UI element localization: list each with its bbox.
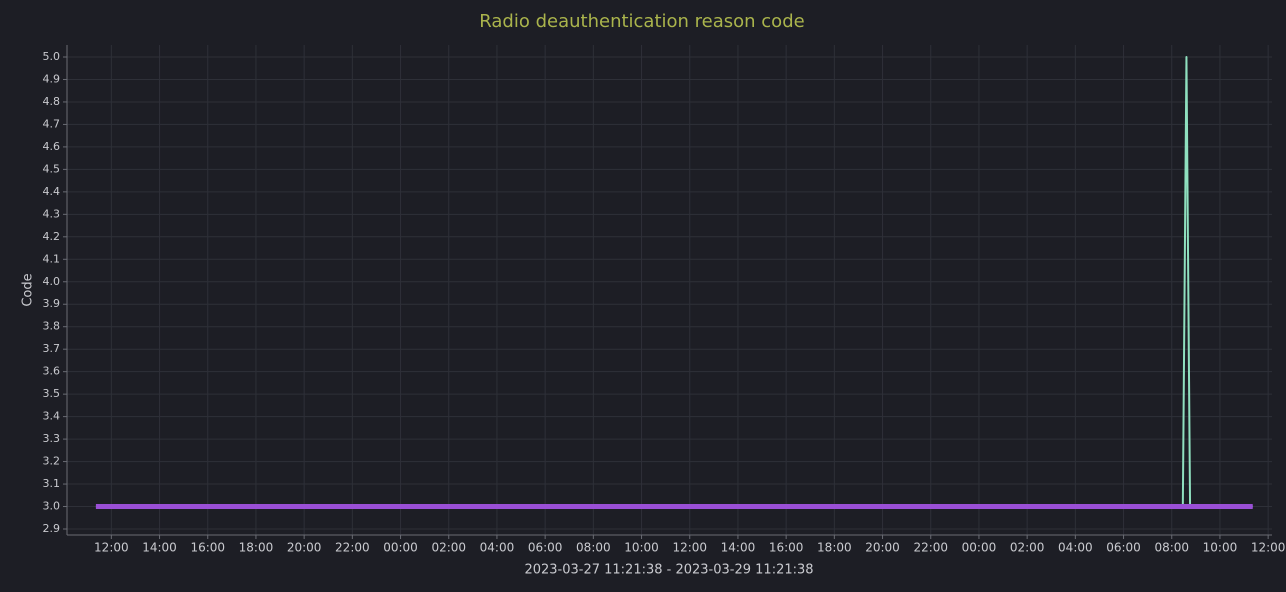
y-tick-label: 5.0 bbox=[43, 50, 61, 63]
x-tick-label: 02:00 bbox=[431, 541, 466, 555]
x-tick-label: 22:00 bbox=[335, 541, 370, 555]
y-tick-label: 3.6 bbox=[43, 365, 61, 378]
x-tick-label: 04:00 bbox=[480, 541, 515, 555]
x-tick-label: 06:00 bbox=[528, 541, 563, 555]
x-tick-label: 00:00 bbox=[383, 541, 418, 555]
x-tick-label: 10:00 bbox=[1203, 541, 1238, 555]
y-tick-label: 4.2 bbox=[43, 230, 61, 243]
y-tick-label: 4.8 bbox=[43, 95, 61, 108]
y-tick-label: 4.3 bbox=[43, 207, 61, 220]
y-tick-label: 4.6 bbox=[43, 140, 61, 153]
x-tick-label: 22:00 bbox=[913, 541, 948, 555]
chart-title: Radio deauthentication reason code bbox=[479, 11, 804, 32]
y-tick-label: 3.3 bbox=[43, 432, 61, 445]
y-tick-label: 3.0 bbox=[43, 500, 61, 513]
x-tick-label: 12:00 bbox=[94, 541, 129, 555]
y-tick-label: 4.4 bbox=[43, 185, 61, 198]
y-tick-label: 3.5 bbox=[43, 387, 61, 400]
y-tick-label: 3.9 bbox=[43, 297, 61, 310]
y-tick-label: 4.7 bbox=[43, 117, 61, 130]
y-tick-label: 3.8 bbox=[43, 320, 61, 333]
y-axis-label: Code bbox=[21, 273, 36, 306]
y-tick-label: 3.1 bbox=[43, 477, 61, 490]
y-tick-label: 3.2 bbox=[43, 455, 61, 468]
y-tick-label: 3.7 bbox=[43, 342, 61, 355]
x-tick-label: 20:00 bbox=[287, 541, 322, 555]
y-tick-label: 3.4 bbox=[43, 410, 61, 423]
x-tick-label: 08:00 bbox=[576, 541, 611, 555]
x-tick-label: 02:00 bbox=[1010, 541, 1045, 555]
x-axis-label: 2023-03-27 11:21:38 - 2023-03-29 11:21:3… bbox=[524, 563, 813, 578]
x-tick-label: 10:00 bbox=[624, 541, 659, 555]
x-tick-label: 00:00 bbox=[962, 541, 997, 555]
x-tick-label: 04:00 bbox=[1058, 541, 1093, 555]
x-tick-label: 20:00 bbox=[865, 541, 900, 555]
x-tick-label: 08:00 bbox=[1154, 541, 1189, 555]
x-tick-label: 14:00 bbox=[721, 541, 756, 555]
x-tick-label: 18:00 bbox=[239, 541, 274, 555]
x-tick-label: 16:00 bbox=[769, 541, 804, 555]
x-tick-label: 06:00 bbox=[1106, 541, 1141, 555]
y-tick-label: 4.0 bbox=[43, 275, 61, 288]
y-tick-label: 4.9 bbox=[43, 72, 61, 85]
y-tick-label: 2.9 bbox=[43, 522, 61, 535]
x-tick-label: 12:00 bbox=[672, 541, 707, 555]
x-tick-label: 14:00 bbox=[142, 541, 177, 555]
y-tick-label: 4.5 bbox=[43, 162, 61, 175]
y-tick-label: 4.1 bbox=[43, 252, 61, 265]
x-tick-label: 16:00 bbox=[190, 541, 225, 555]
x-tick-label: 18:00 bbox=[817, 541, 852, 555]
grid bbox=[67, 45, 1272, 535]
x-tick-label: 12:00 bbox=[1251, 541, 1286, 555]
